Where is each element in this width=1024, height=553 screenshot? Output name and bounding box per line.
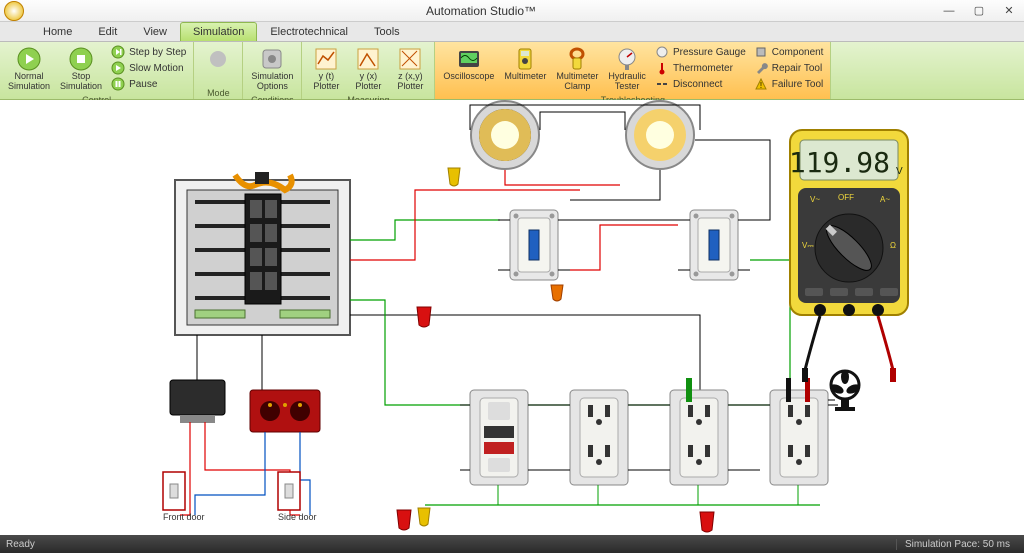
ribbon-group-control: NormalSimulation StopSimulation Step by … (0, 42, 194, 99)
tab-simulation[interactable]: Simulation (180, 22, 257, 41)
tab-tools[interactable]: Tools (361, 22, 413, 41)
doorbell-button-side (278, 472, 300, 510)
hydraulic-icon (614, 46, 640, 72)
oscilloscope-button[interactable]: Oscilloscope (439, 44, 498, 84)
ribbon-group-measuring: y (t)Plotter y (x)Plotter z (x,y)Plotter… (302, 42, 435, 99)
wire-nut-red-1 (417, 307, 431, 327)
title-bar: Automation Studio™ — ▢ ✕ (0, 0, 1024, 22)
outlet-2 (560, 390, 638, 485)
gear-icon (205, 46, 231, 72)
stop-simulation-button[interactable]: StopSimulation (56, 44, 106, 94)
window-title: Automation Studio™ (28, 4, 934, 18)
side-door-label: Side door (278, 512, 317, 522)
ceiling-light-left (471, 101, 539, 169)
outlet-3 (660, 378, 738, 485)
simulation-options-button[interactable]: SimulationOptions (247, 44, 297, 94)
wire-nut-red-3 (700, 512, 714, 532)
mode-placeholder[interactable] (198, 44, 238, 74)
plotter-icon (355, 46, 381, 72)
wrench-icon (754, 61, 768, 75)
plotter-yx-button[interactable]: y (x)Plotter (348, 44, 388, 94)
failure-tool-button[interactable]: !Failure Tool (751, 76, 827, 92)
disconnect-icon (655, 77, 669, 91)
close-button[interactable]: ✕ (994, 1, 1024, 21)
tab-electrotechnical[interactable]: Electrotechnical (257, 22, 361, 41)
outlet-gfci (460, 390, 538, 485)
status-bar: Ready Simulation Pace: 50 ms (0, 535, 1024, 553)
tab-bar: Home Edit View Simulation Electrotechnic… (0, 22, 1024, 42)
app-logo-icon (4, 1, 24, 21)
slow-motion-button[interactable]: Slow Motion (108, 60, 189, 76)
step-by-step-button[interactable]: Step by Step (108, 44, 189, 60)
clamp-icon (564, 46, 590, 72)
options-icon (259, 46, 285, 72)
stop-icon (68, 46, 94, 72)
multimeter-icon (512, 46, 538, 72)
svg-text:OFF: OFF (838, 193, 854, 202)
breaker-panel (175, 172, 350, 335)
slow-icon (111, 61, 125, 75)
normal-simulation-button[interactable]: NormalSimulation (4, 44, 54, 94)
tab-view[interactable]: View (130, 22, 180, 41)
component-icon (754, 45, 768, 59)
ribbon-group-troubleshooting: Oscilloscope Multimeter MultimeterClamp … (435, 42, 831, 99)
oscilloscope-icon (456, 46, 482, 72)
tab-edit[interactable]: Edit (85, 22, 130, 41)
thermometer-icon (655, 61, 669, 75)
thermometer-button[interactable]: Thermometer (652, 60, 749, 76)
wire-nut-yellow-2 (418, 508, 430, 526)
hydraulic-tester-button[interactable]: HydraulicTester (604, 44, 650, 94)
multimeter-clamp-button[interactable]: MultimeterClamp (552, 44, 602, 94)
ribbon: NormalSimulation StopSimulation Step by … (0, 42, 1024, 100)
doorbell-button-front (163, 472, 185, 510)
plotter-zxy-button[interactable]: z (x,y)Plotter (390, 44, 430, 94)
pause-button[interactable]: Pause (108, 76, 189, 92)
svg-text:V~: V~ (810, 195, 820, 204)
outlet-4 (760, 378, 838, 485)
multimeter-reading: 119.98 (789, 146, 890, 179)
plotter-icon (397, 46, 423, 72)
gauge-icon (655, 45, 669, 59)
schematic-canvas[interactable]: Front door Side door 119.98 V V~ A~ (0, 100, 1024, 535)
ribbon-group-conditions: SimulationOptions Conditions (243, 42, 302, 99)
pressure-gauge-button[interactable]: Pressure Gauge (652, 44, 749, 60)
plotter-yt-button[interactable]: y (t)Plotter (306, 44, 346, 94)
wire-nut-orange (551, 285, 563, 301)
repair-tool-button[interactable]: Repair Tool (751, 60, 827, 76)
minimize-button[interactable]: — (934, 1, 964, 21)
pause-icon (111, 77, 125, 91)
failure-icon: ! (754, 77, 768, 91)
svg-text:A~: A~ (880, 195, 890, 204)
status-pace: Simulation Pace: 50 ms (896, 539, 1018, 550)
tab-home[interactable]: Home (30, 22, 85, 41)
maximize-button[interactable]: ▢ (964, 1, 994, 21)
multimeter-unit: V (896, 166, 903, 177)
play-icon (16, 46, 42, 72)
front-door-label: Front door (163, 512, 205, 522)
ribbon-group-mode: Mode (194, 42, 243, 99)
status-ready: Ready (6, 539, 35, 550)
plotter-icon (313, 46, 339, 72)
wire-nut-yellow (448, 168, 460, 186)
ceiling-light-right (626, 101, 694, 169)
diagram-svg: Front door Side door 119.98 V V~ A~ (0, 100, 1024, 535)
component-button[interactable]: Component (751, 44, 827, 60)
wire-nut-red-2 (397, 510, 411, 530)
svg-text:!: ! (760, 81, 762, 90)
doorbell-chime (250, 390, 320, 432)
disconnect-button[interactable]: Disconnect (652, 76, 749, 92)
svg-text:V⎓: V⎓ (802, 241, 814, 250)
multimeter-button[interactable]: Multimeter (500, 44, 550, 84)
step-icon (111, 45, 125, 59)
svg-text:Ω: Ω (890, 241, 896, 250)
